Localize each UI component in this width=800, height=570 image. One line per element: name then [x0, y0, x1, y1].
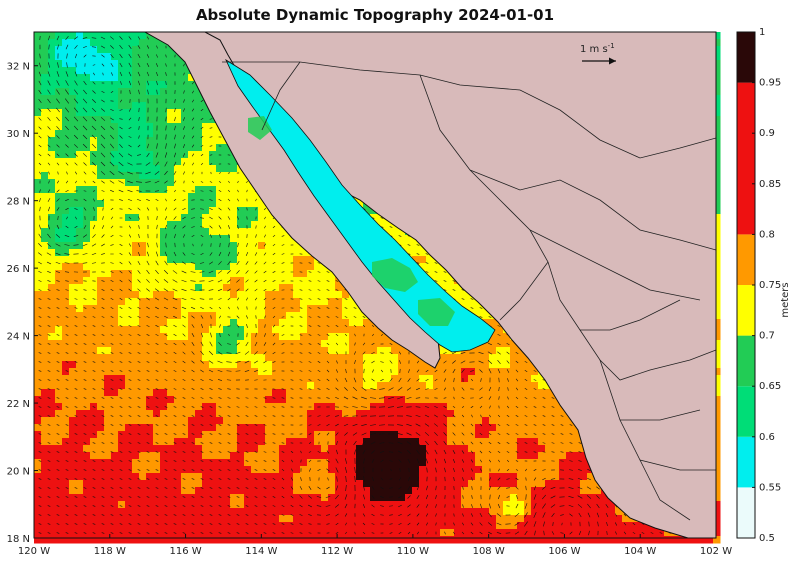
colorbar-tick-label: 0.8: [759, 229, 775, 240]
lon-tick-label: 114 W: [245, 546, 277, 557]
colorbar-bin: [737, 386, 755, 437]
colorbar-tick-label: 0.85: [759, 179, 781, 190]
plot-frame: [33, 31, 717, 539]
colorbar-tick-label: 0.9: [759, 128, 775, 139]
lat-tick-label: 18 N: [7, 534, 30, 545]
map-title: Absolute Dynamic Topography 2024-01-01: [195, 6, 555, 24]
lon-tick-label: 104 W: [624, 546, 656, 557]
lon-tick-label: 116 W: [169, 546, 201, 557]
lon-tick-label: 108 W: [473, 546, 505, 557]
colorbar-bin: [737, 285, 755, 336]
colorbar: 0.5 0.55 0.6 0.65 0.7 0.75 0.8 0.85 0.9 0.95 1: [736, 27, 781, 544]
colorbar-bin: [737, 335, 755, 387]
longitude-tick-labels: 120 W 118 W 116 W 114 W 112 W 110 W 108 W 106 W…: [18, 534, 732, 557]
scale-arrow: 1 m s-1: [580, 42, 616, 65]
scale-arrow-label: 1 m s-1: [580, 42, 615, 55]
gulf-green-eddies: [248, 116, 455, 326]
colorbar-bin: [737, 487, 755, 538]
colorbar-bin: [737, 234, 755, 285]
colorbar-tick-label: 0.5: [759, 533, 775, 544]
colorbar-bin: [737, 32, 755, 83]
lat-tick-label: 26 N: [7, 264, 30, 275]
lat-tick-label: 22 N: [7, 399, 30, 410]
lon-tick-label: 110 W: [397, 546, 429, 557]
lon-tick-label: 102 W: [700, 546, 732, 557]
colorbar-tick-label: 0.65: [759, 381, 781, 392]
lon-tick-label: 112 W: [321, 546, 353, 557]
lon-tick-label: 120 W: [18, 546, 50, 557]
colorbar-tick-label: 0.95: [759, 78, 781, 89]
lat-tick-label: 30 N: [7, 129, 30, 140]
colorbar-tick-label: 0.55: [759, 482, 781, 493]
political-borders: [222, 61, 717, 521]
gulf-of-california: [225, 58, 496, 353]
lon-tick-label: 118 W: [94, 546, 126, 557]
colorbar-tick-label: 0.6: [759, 432, 775, 443]
lon-tick-label: 106 W: [548, 546, 580, 557]
lat-tick-label: 28 N: [7, 197, 30, 208]
colorbar-tick-label: 1: [759, 27, 765, 38]
colorbar-tick-label: 0.7: [759, 331, 775, 342]
colorbar-label: meters: [780, 282, 791, 317]
lat-tick-label: 24 N: [7, 332, 30, 343]
colorbar-bin: [737, 436, 755, 488]
colorbar-tick-label: 0.75: [759, 280, 781, 291]
latitude-tick-labels: 18 N 20 N 22 N 24 N 26 N 28 N 30 N 32 N: [7, 62, 38, 545]
lat-tick-label: 32 N: [7, 62, 30, 73]
colorbar-bin: [737, 82, 755, 235]
lat-tick-label: 20 N: [7, 467, 30, 478]
